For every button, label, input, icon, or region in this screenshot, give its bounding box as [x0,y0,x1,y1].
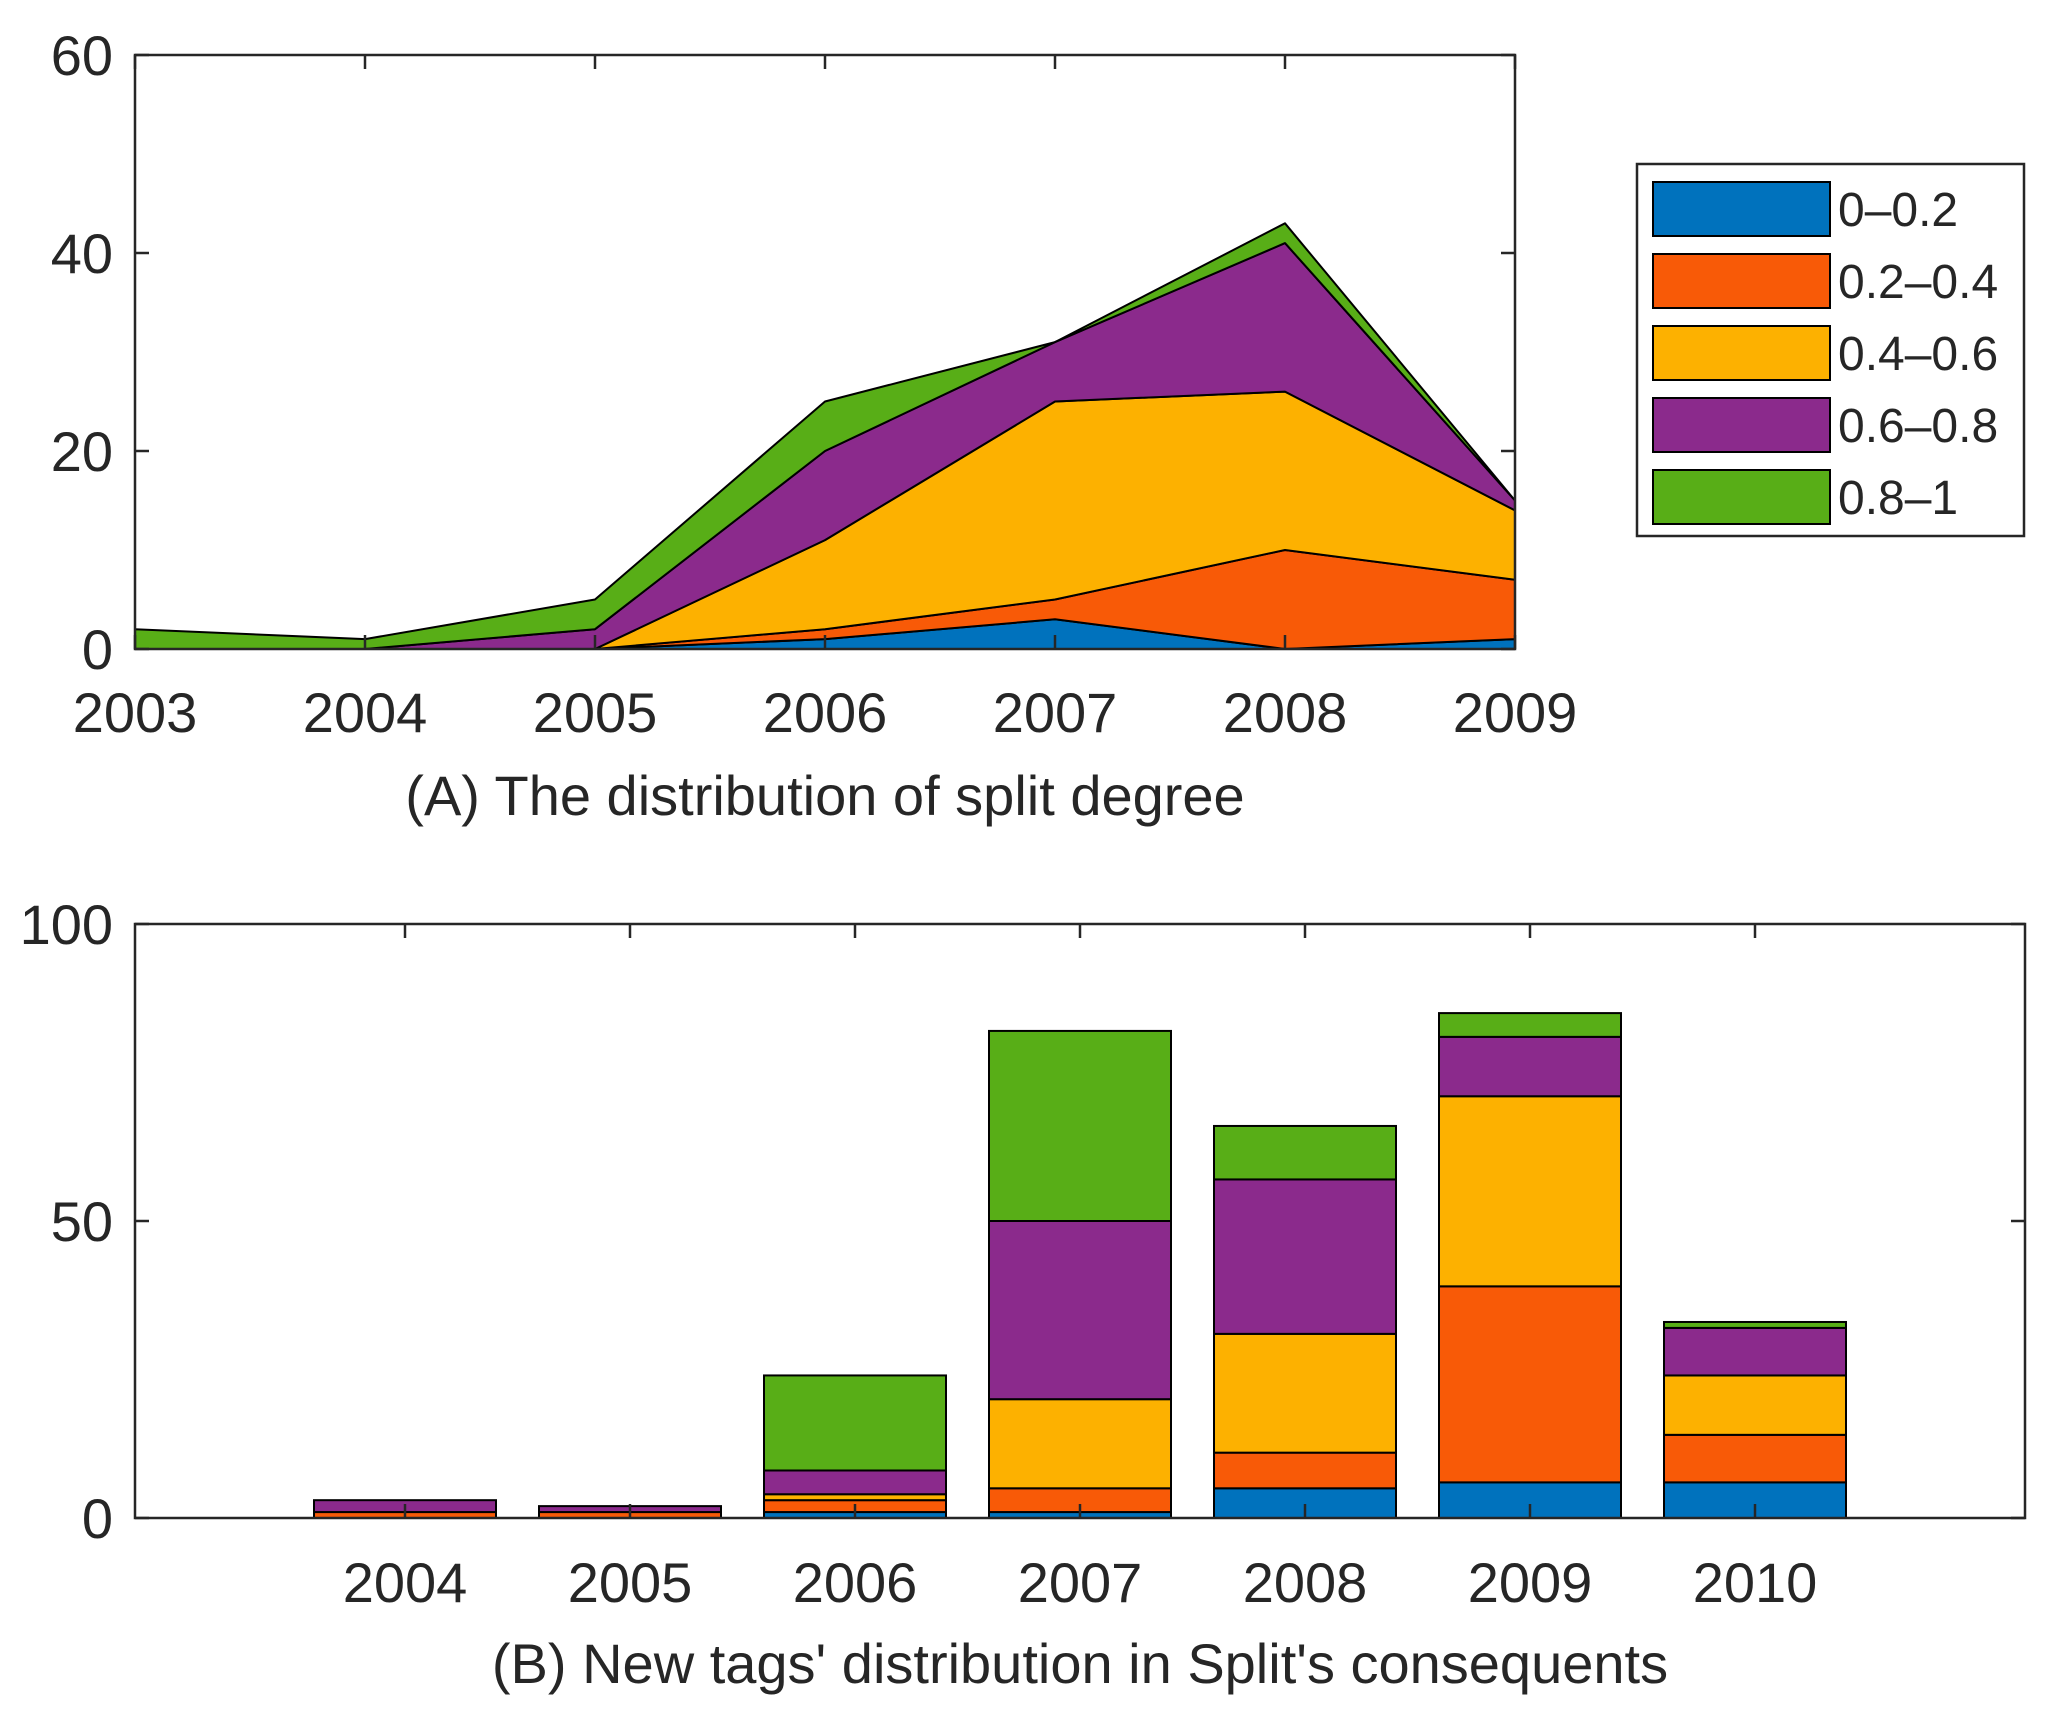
bar-segment-2010-series-4 [1663,1320,1847,1329]
x-tick-label: 2003 [73,681,198,744]
chart-b-new-tags-bar: 0 50 100 2004 2005 2006 2007 2008 2009 2010 (B) … [20,893,2027,1695]
bar-segment-2010-series-3 [1663,1326,1847,1377]
chart-a-x-tick-labels: 2003 2004 2005 2006 2007 2008 2009 [73,681,1578,744]
legend-swatch [1652,181,1831,237]
x-tick-label: 2007 [993,681,1118,744]
bar-segment-2006-series-4 [763,1374,947,1472]
legend-label: 0.4–0.6 [1838,328,1998,381]
y-tick-label: 0 [82,618,113,681]
bar-segment-2009-series-3 [1438,1035,1622,1098]
chart-a-y-tick-labels: 0 20 40 60 [51,24,113,681]
bar-segment-2009-series-2 [1438,1095,1622,1288]
bar-segment-2009-series-1 [1438,1285,1622,1484]
x-tick-label: 2008 [1223,681,1348,744]
legend-items: 0–0.2 0.2–0.4 0.4–0.6 0.6–0.8 0.8–1 [1652,181,1998,525]
legend-label: 0.6–0.8 [1838,400,1998,453]
x-tick-label: 2004 [303,681,428,744]
legend-label: 0.2–0.4 [1838,256,1998,309]
x-tick-label: 2008 [1243,1551,1368,1614]
x-tick-label: 2010 [1693,1551,1818,1614]
chart-a-title: (A) The distribution of split degree [405,764,1244,827]
chart-b-y-tick-labels: 0 50 100 [20,893,113,1550]
legend-swatch [1652,469,1831,525]
bar-segment-2010-series-2 [1663,1374,1847,1436]
x-tick-label: 2009 [1468,1551,1593,1614]
legend: 0–0.2 0.2–0.4 0.4–0.6 0.6–0.8 0.8–1 [1635,162,2026,538]
y-tick-label: 40 [51,222,113,285]
bar-segment-2008-series-3 [1213,1178,1397,1335]
chart-b-title: (B) New tags' distribution in Split's co… [492,1632,1668,1695]
x-tick-label: 2006 [793,1551,918,1614]
area-series-4 [134,222,1516,650]
chart-b-x-tick-labels: 2004 2005 2006 2007 2008 2009 2010 [343,1551,1818,1614]
y-tick-label: 0 [82,1487,113,1550]
bar-segment-2010-series-1 [1663,1433,1847,1484]
legend-swatch [1652,397,1831,453]
x-tick-label: 2005 [568,1551,693,1614]
legend-label: 0.8–1 [1838,472,1958,525]
legend-label: 0–0.2 [1838,184,1958,237]
y-tick-label: 60 [51,24,113,87]
x-tick-label: 2006 [763,681,888,744]
chart-a-axes-box [133,53,1517,651]
x-tick-label: 2009 [1453,681,1578,744]
x-tick-label: 2007 [1018,1551,1143,1614]
legend-swatch [1652,253,1831,309]
bar-segment-2008-series-2 [1213,1332,1397,1454]
x-tick-label: 2005 [533,681,658,744]
legend-swatch [1652,325,1831,381]
bar-segment-2008-series-4 [1213,1124,1397,1181]
bar-segment-2007-series-2 [988,1398,1172,1490]
chart-a-split-degree-area: 0 20 40 60 2003 2004 2005 2006 2007 2008 2009 (A)… [51,24,1578,827]
chart-b-bars [313,1012,1847,1520]
bar-segment-2007-series-4 [988,1029,1172,1223]
bar-segment-2007-series-3 [988,1220,1172,1401]
bar-segment-2009-series-4 [1438,1012,1622,1038]
bar-segment-2006-series-3 [763,1469,947,1496]
chart-a-areas [134,222,1516,650]
bar-segment-2008-series-1 [1213,1451,1397,1490]
y-tick-label: 20 [51,420,113,483]
y-tick-label: 50 [51,1190,113,1253]
chart-b-axes-box [133,922,2027,1520]
x-tick-label: 2004 [343,1551,468,1614]
y-tick-label: 100 [20,893,113,956]
